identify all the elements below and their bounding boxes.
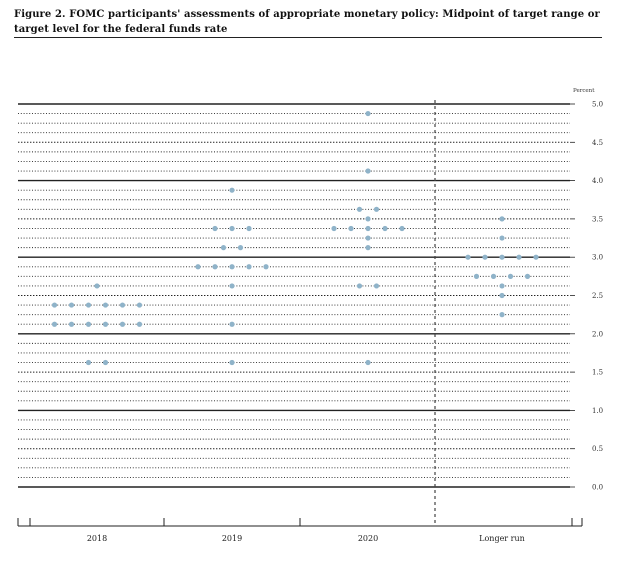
x-category-label: 2018 xyxy=(87,534,107,543)
participant-dot xyxy=(499,312,505,318)
participant-dot xyxy=(246,264,252,270)
participant-dot xyxy=(51,302,58,308)
participant-dot xyxy=(373,283,380,289)
participant-dot xyxy=(136,321,143,327)
participant-dot xyxy=(119,321,126,327)
participant-dot xyxy=(220,245,227,251)
y-tick-label: 4.0 xyxy=(592,177,603,185)
participant-dot xyxy=(212,225,218,232)
participant-dot xyxy=(136,302,143,308)
y-tick-label: 4.5 xyxy=(592,139,603,147)
participant-dot xyxy=(399,225,405,232)
participant-dot xyxy=(533,254,539,260)
participant-dot xyxy=(229,283,235,289)
x-category-label: 2019 xyxy=(222,534,242,543)
participant-dot xyxy=(68,302,75,308)
participant-dot xyxy=(229,187,235,193)
y-tick-label: 1.5 xyxy=(592,369,603,377)
participant-dot xyxy=(212,264,218,270)
participant-dot xyxy=(331,225,337,232)
participant-dot xyxy=(365,359,371,366)
participant-dot xyxy=(490,273,497,279)
x-axis: 2018 2019 2020 Longer run xyxy=(17,518,583,543)
participant-dot xyxy=(507,273,514,279)
participant-dot xyxy=(229,225,235,232)
participant-dot xyxy=(499,216,505,222)
participant-dot xyxy=(68,321,75,327)
participant-dot xyxy=(263,264,269,270)
participant-dot xyxy=(499,235,505,241)
participant-dot xyxy=(94,283,100,289)
participant-dot xyxy=(482,254,488,260)
y-tick-label: 2.5 xyxy=(592,292,603,300)
chart-title: Figure 2. FOMC participants' assessments… xyxy=(14,9,600,35)
y-tick-label: 3.5 xyxy=(592,215,603,223)
participant-dot xyxy=(85,302,92,308)
participant-dot xyxy=(465,254,471,260)
y-tick-label: 5.0 xyxy=(592,101,603,109)
participant-dot xyxy=(119,302,126,308)
title-divider xyxy=(14,37,602,38)
participant-dot xyxy=(51,321,58,327)
participant-dot xyxy=(229,359,235,366)
participant-dot xyxy=(365,235,371,241)
participant-dot xyxy=(473,273,480,279)
participant-dot xyxy=(85,321,92,327)
participant-dot xyxy=(85,359,92,366)
participant-dot xyxy=(516,254,522,260)
participant-dot xyxy=(499,283,505,289)
participant-dot xyxy=(229,321,235,327)
y-tick-label: 0.5 xyxy=(592,445,603,453)
participant-dot xyxy=(195,264,201,270)
dots-layer xyxy=(51,110,539,366)
participant-dot xyxy=(348,225,354,232)
participant-dot xyxy=(365,245,371,251)
participant-dot xyxy=(499,292,505,299)
participant-dot xyxy=(102,302,109,308)
participant-dot xyxy=(237,245,244,251)
participant-dot xyxy=(524,273,531,279)
participant-dot xyxy=(102,321,109,327)
participant-dot xyxy=(365,225,371,232)
unit-label: Percent xyxy=(573,88,595,94)
y-tick-label: 1.0 xyxy=(592,407,603,415)
y-tick-labels: 5.0 4.5 4.0 3.5 3.0 2.5 2.0 1.5 1.0 0.5 0.0 xyxy=(570,101,603,492)
participant-dot xyxy=(229,264,235,270)
participant-dot xyxy=(356,283,363,289)
gridlines xyxy=(18,103,570,488)
participant-dot xyxy=(246,225,252,232)
x-category-label: 2020 xyxy=(358,534,378,543)
y-tick-label: 0.0 xyxy=(592,484,603,492)
participant-dot xyxy=(365,168,371,174)
participant-dot xyxy=(365,216,371,222)
participant-dot xyxy=(365,110,371,117)
participant-dot xyxy=(356,206,363,212)
x-category-label: Longer run xyxy=(479,534,525,543)
participant-dot xyxy=(102,359,109,366)
y-tick-label: 2.0 xyxy=(592,330,603,338)
y-tick-label: 3.0 xyxy=(592,254,603,262)
participant-dot xyxy=(499,254,505,260)
participant-dot xyxy=(382,225,388,232)
participant-dot xyxy=(373,206,380,212)
